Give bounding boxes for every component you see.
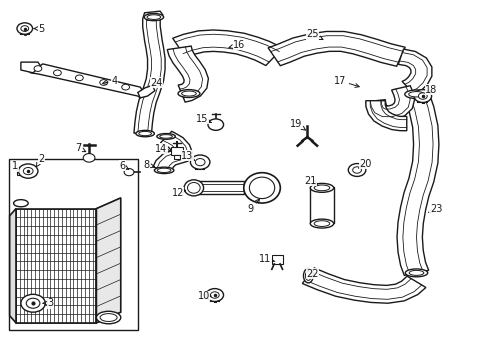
- Circle shape: [124, 168, 134, 176]
- Ellipse shape: [14, 200, 28, 207]
- Circle shape: [191, 155, 210, 169]
- Text: 15: 15: [196, 113, 211, 123]
- Ellipse shape: [154, 167, 174, 174]
- Polygon shape: [172, 30, 283, 66]
- Bar: [17, 167, 23, 175]
- Polygon shape: [97, 198, 121, 323]
- Text: 3: 3: [43, 298, 53, 308]
- Bar: [272, 255, 283, 264]
- Circle shape: [19, 164, 38, 178]
- Ellipse shape: [178, 90, 200, 98]
- Text: 9: 9: [248, 199, 260, 214]
- Polygon shape: [397, 92, 439, 275]
- Text: 13: 13: [181, 151, 195, 161]
- Circle shape: [196, 158, 205, 166]
- Text: 25: 25: [306, 29, 323, 40]
- Ellipse shape: [188, 183, 200, 193]
- Text: 5: 5: [34, 23, 45, 33]
- Text: 18: 18: [425, 85, 437, 95]
- Ellipse shape: [305, 271, 311, 280]
- Ellipse shape: [303, 269, 313, 283]
- Polygon shape: [268, 31, 405, 66]
- Polygon shape: [302, 268, 426, 303]
- Text: 23: 23: [429, 204, 442, 214]
- Ellipse shape: [100, 314, 117, 321]
- Ellipse shape: [249, 177, 275, 199]
- Bar: [310, 187, 334, 223]
- Text: 12: 12: [172, 188, 186, 198]
- Text: 20: 20: [359, 159, 372, 169]
- Ellipse shape: [310, 183, 334, 192]
- Circle shape: [26, 298, 40, 308]
- Ellipse shape: [147, 15, 161, 19]
- Ellipse shape: [157, 134, 175, 139]
- Circle shape: [210, 292, 219, 298]
- Circle shape: [122, 84, 129, 90]
- Circle shape: [206, 289, 223, 301]
- Circle shape: [21, 294, 45, 312]
- Polygon shape: [21, 62, 40, 73]
- Ellipse shape: [244, 173, 280, 203]
- Circle shape: [414, 90, 432, 103]
- Text: 19: 19: [290, 118, 306, 130]
- Circle shape: [53, 70, 61, 76]
- Ellipse shape: [184, 180, 203, 196]
- Polygon shape: [194, 181, 244, 194]
- Text: 21: 21: [305, 176, 318, 186]
- Polygon shape: [28, 64, 145, 98]
- Ellipse shape: [97, 311, 121, 324]
- Text: 14: 14: [155, 144, 171, 154]
- Circle shape: [17, 23, 32, 34]
- Ellipse shape: [314, 221, 330, 226]
- Ellipse shape: [139, 131, 151, 136]
- Circle shape: [100, 80, 108, 85]
- Bar: [9, 158, 138, 330]
- Ellipse shape: [157, 168, 171, 172]
- Ellipse shape: [405, 90, 428, 99]
- Ellipse shape: [314, 185, 330, 191]
- Circle shape: [353, 167, 362, 173]
- Polygon shape: [167, 46, 208, 102]
- Ellipse shape: [405, 269, 428, 277]
- Text: 8: 8: [144, 160, 154, 170]
- Circle shape: [208, 119, 223, 130]
- Circle shape: [21, 26, 29, 31]
- Text: 22: 22: [306, 269, 318, 279]
- Circle shape: [24, 167, 33, 175]
- Text: 10: 10: [197, 291, 211, 301]
- Circle shape: [418, 93, 427, 99]
- Text: 1: 1: [12, 161, 18, 171]
- Ellipse shape: [182, 91, 196, 96]
- Text: 7: 7: [75, 143, 86, 153]
- Polygon shape: [366, 101, 407, 131]
- Ellipse shape: [310, 219, 334, 228]
- Polygon shape: [366, 86, 415, 120]
- Polygon shape: [398, 49, 432, 94]
- Text: 2: 2: [36, 154, 45, 167]
- Ellipse shape: [136, 130, 154, 137]
- Polygon shape: [134, 11, 165, 134]
- Ellipse shape: [409, 91, 424, 97]
- Ellipse shape: [144, 14, 164, 21]
- Bar: [171, 147, 183, 155]
- Text: 17: 17: [334, 76, 359, 87]
- Polygon shape: [138, 85, 155, 98]
- Polygon shape: [153, 131, 193, 172]
- Circle shape: [348, 163, 366, 176]
- Polygon shape: [10, 208, 16, 323]
- Ellipse shape: [409, 270, 424, 275]
- Circle shape: [75, 75, 83, 81]
- Polygon shape: [16, 208, 97, 323]
- Text: 11: 11: [259, 254, 275, 264]
- Ellipse shape: [160, 135, 172, 138]
- Circle shape: [34, 66, 42, 71]
- Text: 4: 4: [102, 76, 118, 86]
- Text: 24: 24: [150, 78, 163, 88]
- Bar: [174, 155, 180, 159]
- Text: 6: 6: [119, 161, 129, 171]
- Circle shape: [83, 154, 95, 162]
- Text: 16: 16: [229, 40, 245, 50]
